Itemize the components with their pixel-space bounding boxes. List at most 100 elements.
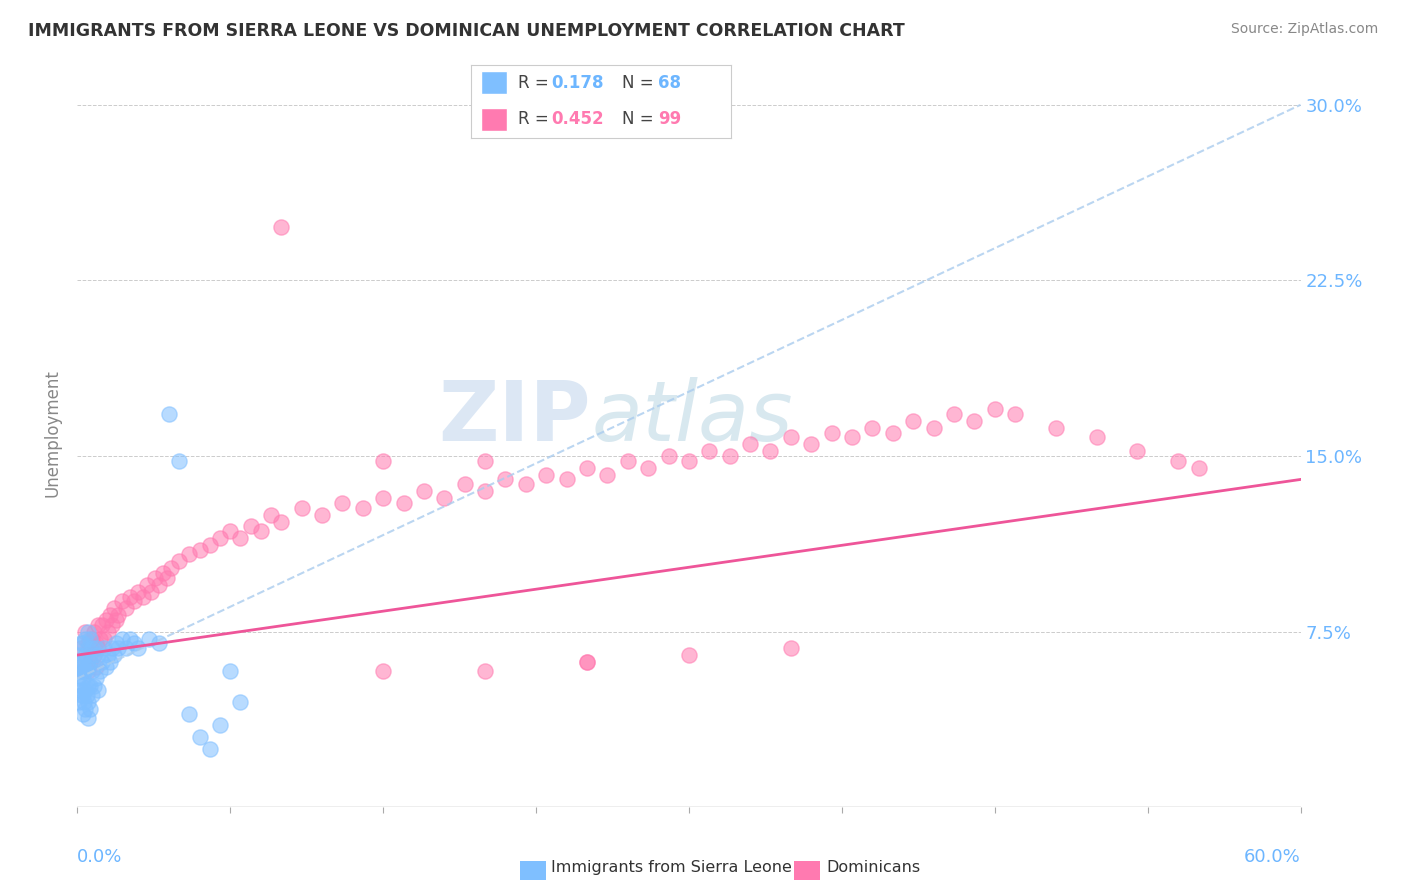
Point <box>84 636 107 650</box>
Point <box>139 585 162 599</box>
Point <box>93 640 115 655</box>
Text: 0.0%: 0.0% <box>77 848 122 866</box>
Point <box>208 718 231 732</box>
Point <box>392 496 415 510</box>
Point <box>576 655 599 669</box>
Point <box>72 665 94 679</box>
Point <box>87 683 110 698</box>
Point <box>534 467 557 482</box>
Point <box>152 566 174 580</box>
Point <box>72 672 94 686</box>
Text: N =: N = <box>621 111 659 128</box>
Text: R =: R = <box>517 111 554 128</box>
Point <box>779 640 801 655</box>
Point <box>84 672 107 686</box>
Point <box>922 421 945 435</box>
Point <box>800 437 823 451</box>
Point <box>97 648 120 662</box>
Point <box>67 695 90 709</box>
Point <box>124 636 146 650</box>
Point <box>72 655 94 669</box>
Point <box>107 608 129 623</box>
Point <box>105 636 128 650</box>
Text: Immigrants from Sierra Leone: Immigrants from Sierra Leone <box>551 860 792 874</box>
Point <box>79 640 101 655</box>
Point <box>718 449 741 463</box>
Text: R =: R = <box>517 74 554 92</box>
Point <box>89 632 111 646</box>
Point <box>79 702 101 716</box>
Point <box>83 648 105 662</box>
Y-axis label: Unemployment: Unemployment <box>44 368 62 497</box>
Point <box>67 672 90 686</box>
Text: atlas: atlas <box>591 377 793 458</box>
Point <box>179 706 201 721</box>
Point <box>101 640 124 655</box>
Point <box>1187 460 1209 475</box>
Point <box>94 660 117 674</box>
Point <box>72 636 94 650</box>
Point <box>903 414 925 428</box>
Point <box>80 665 103 679</box>
Point <box>67 648 90 662</box>
Point <box>115 640 138 655</box>
Point <box>111 632 134 646</box>
Point <box>75 655 97 669</box>
Point <box>596 467 619 482</box>
Point <box>84 660 107 674</box>
Point <box>862 421 884 435</box>
Point <box>250 524 273 538</box>
Point <box>942 407 965 421</box>
Point <box>87 648 110 662</box>
Point <box>103 601 125 615</box>
Point <box>453 477 475 491</box>
Point <box>984 402 1007 417</box>
Point <box>678 453 700 467</box>
Point <box>76 660 98 674</box>
Point <box>188 542 211 557</box>
Point <box>699 444 721 458</box>
Bar <box>481 108 508 131</box>
Point <box>260 508 283 522</box>
Point <box>208 531 231 545</box>
Point <box>75 665 97 679</box>
Point <box>73 695 96 709</box>
Point <box>135 578 157 592</box>
Text: ZIP: ZIP <box>439 377 591 458</box>
Point <box>474 665 496 679</box>
Point <box>188 730 211 744</box>
Point <box>76 624 98 639</box>
Point <box>73 665 96 679</box>
Text: IMMIGRANTS FROM SIERRA LEONE VS DOMINICAN UNEMPLOYMENT CORRELATION CHART: IMMIGRANTS FROM SIERRA LEONE VS DOMINICA… <box>28 22 905 40</box>
Point <box>83 678 105 692</box>
Text: 68: 68 <box>658 74 682 92</box>
Point <box>576 655 599 669</box>
Text: 60.0%: 60.0% <box>1244 848 1301 866</box>
Point <box>219 524 242 538</box>
Point <box>352 500 374 515</box>
Point <box>120 632 142 646</box>
Point <box>371 491 394 505</box>
Point <box>131 590 153 604</box>
Point <box>72 706 94 721</box>
Point <box>658 449 681 463</box>
Point <box>72 688 94 702</box>
Point <box>474 484 496 499</box>
Point <box>637 460 659 475</box>
Point <box>111 594 134 608</box>
Point <box>69 660 91 674</box>
Point <box>120 590 142 604</box>
Point <box>72 678 94 692</box>
Point <box>69 683 91 698</box>
Point <box>169 453 191 467</box>
Point <box>83 624 105 639</box>
Point <box>1045 421 1067 435</box>
Point <box>76 695 98 709</box>
Point <box>198 538 221 552</box>
Point <box>75 632 97 646</box>
Point <box>115 601 138 615</box>
Point <box>841 430 863 444</box>
Point <box>229 695 252 709</box>
Point <box>555 472 578 486</box>
Point <box>270 515 292 529</box>
